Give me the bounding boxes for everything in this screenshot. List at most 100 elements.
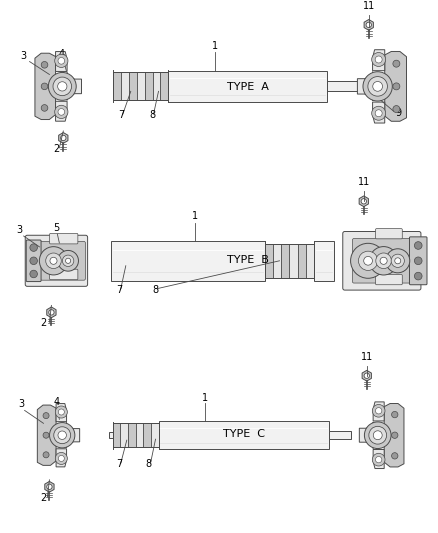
Circle shape [414, 241, 422, 249]
Circle shape [41, 104, 48, 111]
Polygon shape [364, 20, 373, 30]
Circle shape [375, 456, 382, 463]
Circle shape [48, 72, 76, 100]
Text: 1: 1 [192, 211, 198, 221]
Circle shape [375, 110, 382, 117]
Circle shape [376, 253, 392, 269]
FancyBboxPatch shape [49, 269, 78, 280]
Circle shape [358, 251, 378, 270]
Text: 7: 7 [116, 285, 122, 295]
Circle shape [58, 455, 64, 462]
Bar [290, 244, 298, 278]
Polygon shape [56, 101, 67, 121]
Text: 4: 4 [58, 49, 64, 59]
Text: TYPE  A: TYPE A [227, 82, 268, 92]
Circle shape [372, 453, 385, 466]
Bar [136, 423, 143, 447]
Circle shape [414, 257, 422, 264]
Text: 1: 1 [202, 392, 208, 402]
Circle shape [366, 22, 371, 28]
Bar [128, 423, 136, 447]
Polygon shape [373, 50, 385, 71]
FancyBboxPatch shape [26, 240, 41, 281]
FancyBboxPatch shape [375, 274, 402, 285]
Circle shape [369, 247, 398, 275]
Circle shape [373, 82, 382, 91]
Polygon shape [384, 403, 404, 467]
Circle shape [53, 77, 71, 95]
Circle shape [364, 256, 372, 265]
Bar [109, 432, 113, 438]
Bar [145, 72, 152, 100]
Polygon shape [45, 481, 54, 492]
Circle shape [364, 373, 369, 378]
Text: 11: 11 [363, 1, 375, 11]
Text: 2: 2 [40, 318, 46, 328]
Circle shape [30, 244, 37, 252]
Bar [159, 421, 329, 449]
Circle shape [368, 77, 388, 96]
Text: 7: 7 [118, 110, 124, 120]
FancyBboxPatch shape [40, 241, 85, 280]
Circle shape [393, 60, 400, 67]
FancyBboxPatch shape [410, 237, 427, 285]
Circle shape [49, 310, 54, 315]
Bar [160, 72, 169, 100]
Circle shape [66, 258, 71, 263]
Circle shape [49, 423, 75, 448]
Circle shape [55, 54, 68, 68]
Circle shape [414, 272, 422, 280]
Polygon shape [359, 422, 373, 449]
Polygon shape [59, 133, 68, 143]
Polygon shape [47, 307, 56, 318]
Bar [329, 431, 351, 439]
Circle shape [58, 109, 65, 115]
Polygon shape [67, 423, 80, 448]
Polygon shape [357, 72, 373, 101]
Text: 11: 11 [360, 352, 373, 362]
Text: 5: 5 [53, 223, 60, 233]
Polygon shape [373, 402, 384, 421]
Circle shape [392, 432, 398, 438]
Circle shape [41, 61, 48, 68]
Circle shape [364, 422, 391, 449]
Circle shape [50, 257, 57, 264]
Bar [169, 70, 327, 102]
Circle shape [375, 408, 382, 414]
Circle shape [30, 257, 37, 264]
Text: 1: 1 [212, 41, 218, 51]
Circle shape [375, 56, 382, 63]
Bar [265, 244, 273, 278]
FancyBboxPatch shape [25, 235, 88, 286]
Bar [151, 423, 159, 447]
Circle shape [62, 255, 74, 266]
Circle shape [391, 254, 404, 268]
Circle shape [58, 58, 65, 64]
Bar [327, 82, 369, 91]
Bar [121, 72, 129, 100]
FancyBboxPatch shape [343, 231, 421, 290]
Circle shape [386, 249, 410, 273]
Circle shape [54, 427, 71, 443]
Bar [273, 244, 281, 278]
Circle shape [60, 135, 66, 141]
Polygon shape [385, 52, 406, 122]
Circle shape [55, 406, 67, 418]
Polygon shape [362, 370, 371, 381]
FancyBboxPatch shape [49, 233, 78, 244]
Circle shape [372, 106, 385, 120]
Text: 3: 3 [21, 51, 27, 61]
Polygon shape [56, 52, 67, 71]
Text: 3: 3 [18, 399, 25, 409]
Text: 8: 8 [145, 459, 152, 469]
Circle shape [58, 431, 67, 439]
Circle shape [372, 405, 385, 417]
Text: 7: 7 [116, 459, 122, 469]
Polygon shape [56, 449, 67, 467]
Bar [143, 423, 151, 447]
Circle shape [55, 106, 68, 118]
Circle shape [392, 411, 398, 418]
Circle shape [47, 484, 52, 489]
Circle shape [39, 247, 67, 275]
Circle shape [58, 251, 78, 271]
